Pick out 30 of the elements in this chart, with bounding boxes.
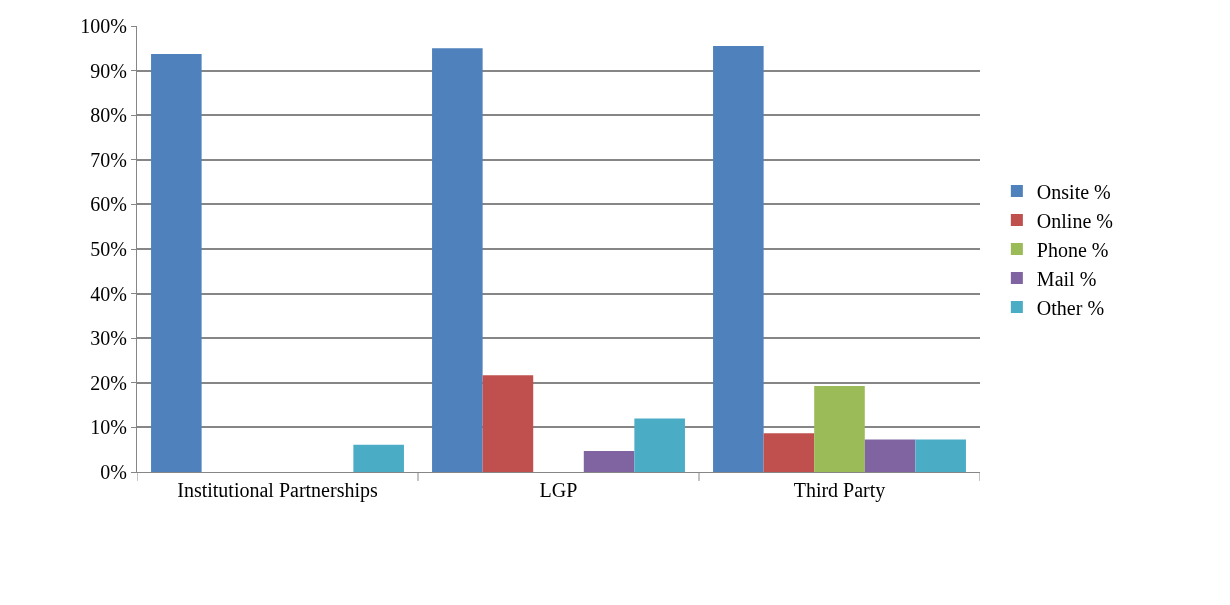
bar (864, 439, 916, 472)
y-tick-label: 80% (90, 104, 127, 127)
bar (482, 375, 534, 472)
legend-label: Online % (1036, 209, 1113, 232)
legend-label: Onsite % (1036, 180, 1111, 203)
y-tick-label: 70% (90, 148, 127, 171)
bar (763, 433, 815, 472)
x-tick-label: Institutional Partnerships (177, 479, 378, 502)
y-tick-label: 40% (90, 282, 127, 305)
bar (432, 48, 483, 472)
bar (915, 439, 966, 472)
x-tick-label: LGP (539, 479, 578, 501)
legend-label: Other % (1036, 296, 1105, 319)
x-tick-label: Third Party (793, 479, 886, 502)
bar (583, 451, 635, 472)
y-tick-label: 20% (90, 371, 127, 394)
y-tick-label: 30% (90, 327, 127, 350)
y-tick-label: 60% (90, 193, 127, 216)
bar (814, 385, 865, 472)
legend-label: Phone % (1036, 238, 1109, 261)
y-tick-label: 100% (80, 15, 127, 37)
legend-label: Mail % (1036, 267, 1097, 290)
bar (713, 46, 764, 472)
bar (353, 444, 404, 472)
bar (151, 54, 202, 472)
bar (634, 418, 685, 472)
y-tick-label: 50% (90, 238, 127, 260)
y-tick-label: 90% (90, 59, 127, 82)
y-tick-label: 0% (100, 461, 127, 483)
y-tick-label: 10% (90, 416, 127, 439)
